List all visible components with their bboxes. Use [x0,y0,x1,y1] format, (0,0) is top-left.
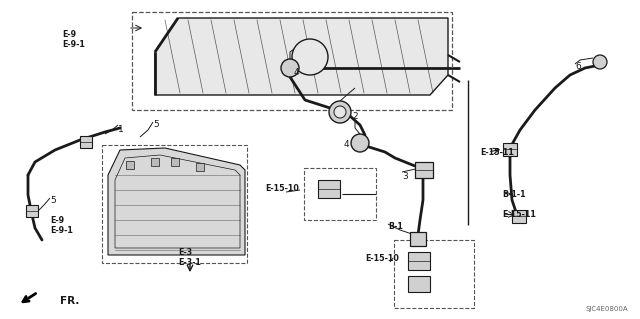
Bar [394,240,474,308]
Bar [126,161,134,169]
Text: 4: 4 [294,68,300,77]
Text: E-3-1: E-3-1 [178,258,201,267]
Bar [80,136,92,148]
Text: E-9-1: E-9-1 [50,226,73,235]
Bar [410,232,426,246]
Circle shape [334,106,346,118]
Polygon shape [108,148,245,255]
Bar [26,205,38,217]
Circle shape [593,55,607,69]
Text: 5: 5 [50,196,56,205]
Circle shape [292,39,328,75]
Bar [512,210,526,223]
Text: E-9-1: E-9-1 [62,40,85,49]
Text: E-15-10: E-15-10 [365,254,399,263]
Text: E-9: E-9 [62,30,76,39]
Text: E-15-11: E-15-11 [480,148,514,157]
Circle shape [351,134,369,152]
Text: E-3: E-3 [178,248,192,257]
Text: FR.: FR. [60,296,79,306]
Bar [318,180,340,198]
Bar [171,158,179,166]
Bar [415,162,433,178]
Text: E-15-11: E-15-11 [502,210,536,219]
Bar [408,252,430,270]
Text: E-9: E-9 [50,216,64,225]
Text: 5: 5 [153,120,159,129]
Bar [408,276,430,292]
Text: SJC4E0800A: SJC4E0800A [586,306,628,312]
Text: B-1-1: B-1-1 [502,190,525,199]
Bar [102,145,247,263]
Text: 3: 3 [402,172,408,181]
Text: B-1: B-1 [388,222,403,231]
Circle shape [329,101,351,123]
Polygon shape [155,18,448,95]
Circle shape [281,59,299,77]
Bar [132,12,452,110]
Text: 6: 6 [575,62,580,71]
Bar [151,158,159,166]
Bar [196,163,204,171]
Text: E-15-10: E-15-10 [265,184,299,193]
Bar [503,143,517,156]
Text: 1: 1 [118,125,124,134]
Bar [304,168,376,220]
Text: 4: 4 [344,140,349,149]
Text: 2: 2 [352,112,358,121]
